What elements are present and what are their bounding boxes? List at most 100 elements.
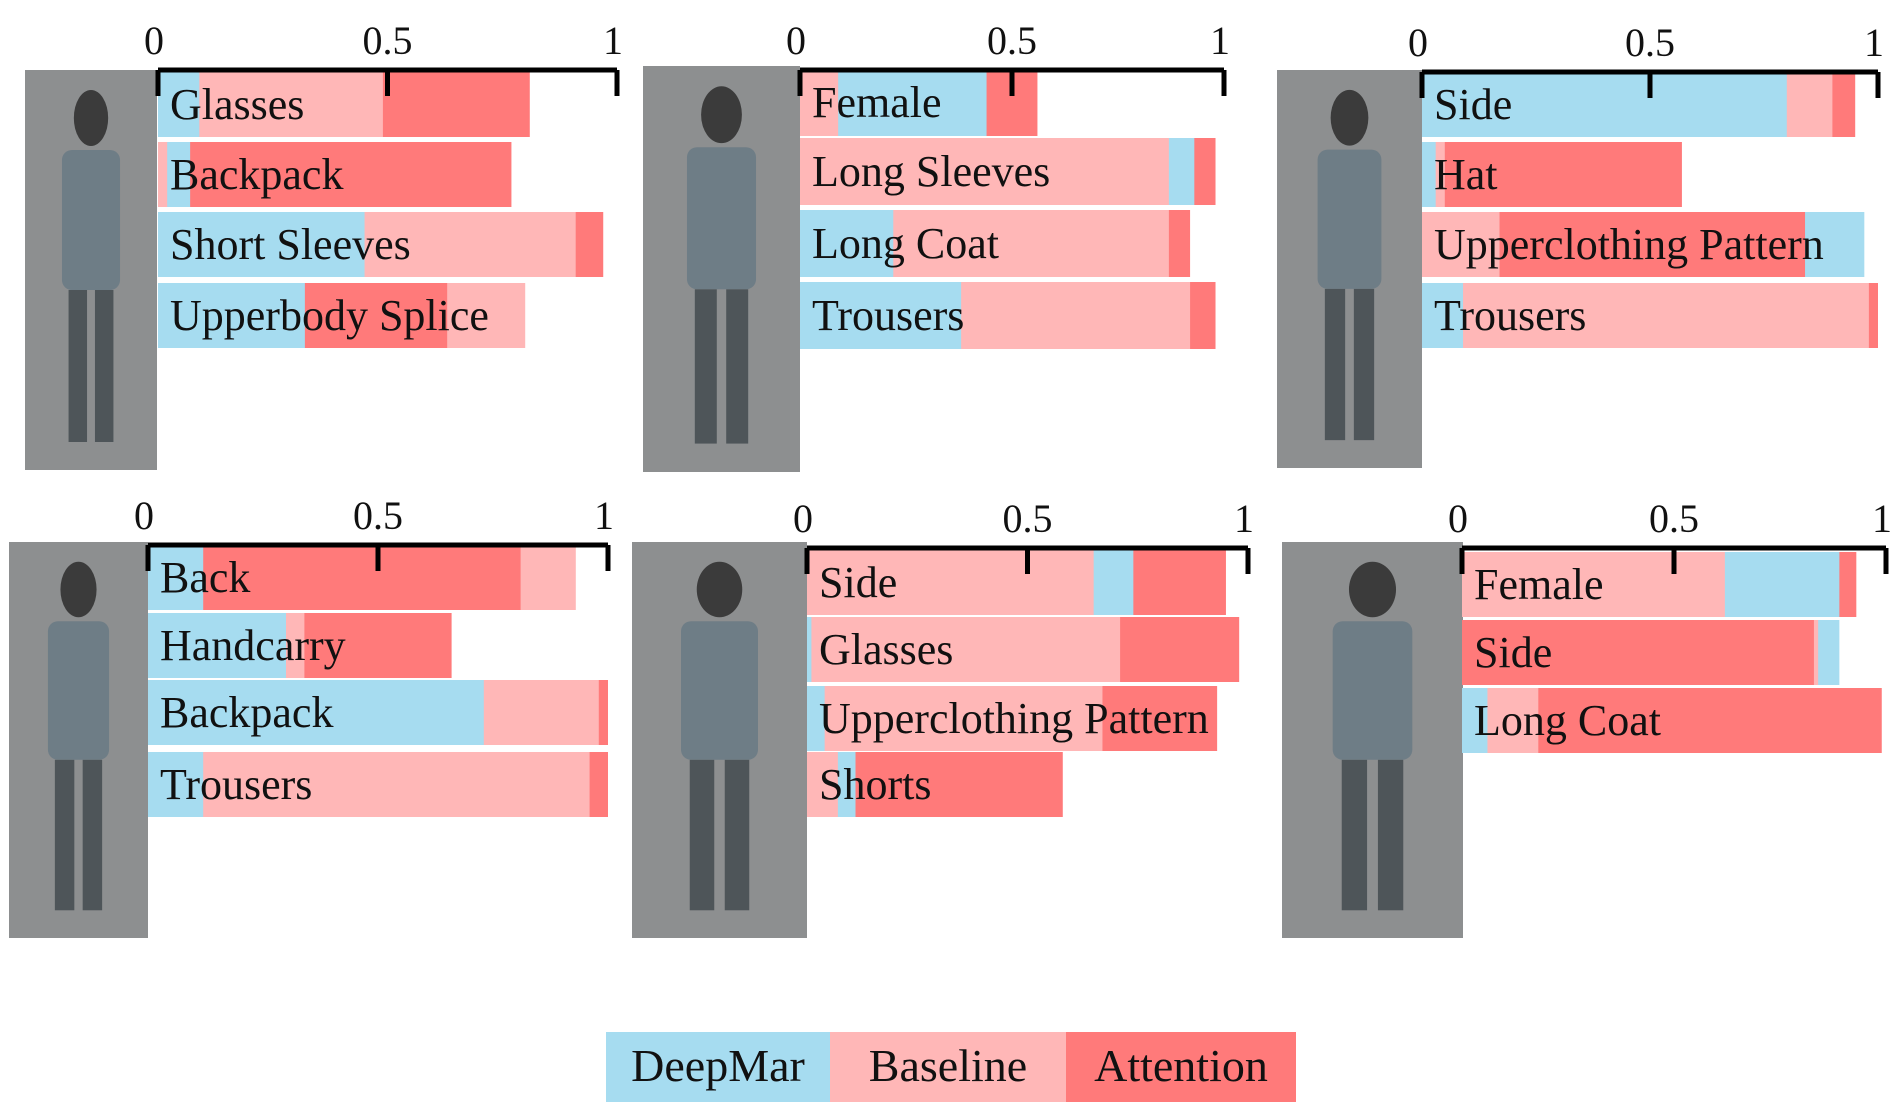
bar-label: Long Sleeves: [812, 147, 1050, 196]
bar-label: Handcarry: [160, 621, 346, 670]
bar-row: Trousers: [1422, 283, 1878, 348]
bar-label: Trousers: [812, 291, 964, 340]
bar-row: Trousers: [800, 282, 1216, 349]
bar-deepmar: [1422, 72, 1787, 137]
bar-attention: [148, 545, 521, 610]
legend-label: Attention: [1094, 1040, 1268, 1091]
bar-row: Backpack: [148, 680, 608, 745]
x-axis: 0 0.5 1: [793, 496, 1254, 574]
tick-label: 0: [793, 496, 813, 541]
tick-label: 0: [786, 18, 806, 63]
bar-deepmar: [800, 282, 962, 349]
bar-label: Long Coat: [812, 219, 999, 268]
bar-deepmar: [148, 545, 204, 610]
bar-label: Shorts: [819, 760, 931, 809]
bar-label: Short Sleeves: [170, 220, 411, 269]
bar-baseline: [158, 142, 168, 207]
tick-label: 0: [1408, 20, 1428, 65]
bar-label: Glasses: [170, 80, 304, 129]
bar-deepmar: [807, 686, 825, 751]
bar-baseline: [800, 69, 839, 136]
bar-row: Female: [800, 69, 1038, 136]
bar-baseline: [807, 752, 838, 817]
bar-label: Side: [1434, 80, 1512, 129]
bar-baseline: [148, 752, 590, 817]
chart-panel-1: Glasses Backpack Short Sleeves Upperbody Sp…: [25, 18, 623, 470]
bar-label: Long Coat: [1474, 696, 1661, 745]
bar-row: Glasses: [158, 72, 530, 137]
bar-row: Side: [1422, 72, 1856, 137]
bar-row: Glasses: [807, 617, 1240, 682]
legend-item-baseline: Baseline: [830, 1032, 1066, 1102]
bar-row: Upperbody Splice: [158, 283, 526, 348]
legend-item-deepmar: DeepMar: [606, 1032, 830, 1102]
bar-label: Female: [812, 78, 942, 127]
chart-panels: Glasses Backpack Short Sleeves Upperbody Sp…: [9, 18, 1892, 938]
tick-label: 1: [603, 18, 623, 63]
tick-label: 0.5: [1625, 20, 1675, 65]
bar-baseline: [807, 617, 1121, 682]
bar-row: Long Sleeves: [800, 138, 1216, 205]
bar-deepmar: [800, 210, 894, 277]
bar-deepmar: [158, 212, 365, 277]
x-axis: 0 0.5 1: [786, 18, 1230, 96]
tick-label: 0.5: [363, 18, 413, 63]
chart-panel-2: Female Long Sleeves Long Coat Trousers 0 0.5 1: [643, 18, 1230, 472]
bar-row: Backpack: [158, 142, 512, 207]
legend: DeepMar Baseline Attention: [606, 1032, 1296, 1102]
tick-label: 0.5: [1649, 496, 1699, 541]
bar-baseline: [807, 686, 1103, 751]
pedestrian-photo: [632, 542, 807, 938]
legend-label: DeepMar: [631, 1040, 805, 1091]
legend-item-attention: Attention: [1066, 1032, 1296, 1102]
pedestrian-photo: [643, 66, 800, 472]
bar-label: Trousers: [1434, 291, 1586, 340]
bar-label: Back: [160, 553, 250, 602]
bar-label: Glasses: [819, 625, 953, 674]
bar-deepmar: [158, 283, 305, 348]
pedestrian-photo: [25, 70, 157, 470]
bar-deepmar: [148, 680, 484, 745]
legend-label: Baseline: [869, 1040, 1027, 1091]
x-axis: 0 0.5 1: [144, 18, 623, 96]
bar-row: Handcarry: [148, 613, 452, 678]
bar-row: Side: [1462, 620, 1840, 685]
x-axis: 0 0.5 1: [1408, 20, 1884, 98]
tick-label: 0: [1448, 496, 1468, 541]
bar-row: Long Coat: [800, 210, 1191, 277]
tick-label: 1: [594, 493, 614, 538]
x-axis: 0 0.5 1: [134, 493, 614, 571]
bar-label: Trousers: [160, 760, 312, 809]
bar-deepmar: [158, 72, 200, 137]
x-axis: 0 0.5 1: [1448, 496, 1892, 574]
bar-deepmar: [148, 613, 286, 678]
tick-label: 0: [144, 18, 164, 63]
bar-baseline: [800, 138, 1169, 205]
bar-row: Short Sleeves: [158, 212, 604, 277]
bar-deepmar: [148, 752, 204, 817]
bar-deepmar: [1422, 142, 1436, 207]
bar-deepmar: [807, 617, 812, 682]
bar-attention: [1462, 620, 1814, 685]
bar-attention: [158, 142, 512, 207]
bar-label: Upperclothing Pattern: [819, 694, 1209, 743]
bar-deepmar: [1462, 688, 1488, 753]
tick-label: 0.5: [987, 18, 1037, 63]
bar-row: Hat: [1422, 142, 1682, 207]
bar-label: Side: [819, 558, 897, 607]
tick-label: 0.5: [1003, 496, 1053, 541]
pedestrian-photo: [1277, 70, 1422, 468]
bar-label: Upperbody Splice: [170, 291, 489, 340]
bar-label: Side: [1474, 628, 1552, 677]
bar-baseline: [1422, 283, 1869, 348]
pedestrian-photo: [9, 542, 148, 938]
bar-label: Hat: [1434, 150, 1498, 199]
bar-row: Side: [807, 550, 1226, 615]
chart-panel-4: Back Handcarry Backpack Trousers 0 0.5 1: [9, 493, 614, 938]
bar-attention: [1422, 142, 1682, 207]
bar-label: Female: [1474, 560, 1604, 609]
tick-label: 1: [1872, 496, 1892, 541]
